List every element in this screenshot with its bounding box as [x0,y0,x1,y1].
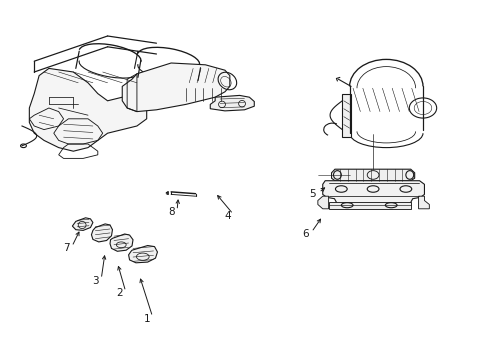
Polygon shape [317,196,328,209]
Text: 8: 8 [167,207,174,217]
Polygon shape [110,234,133,251]
Polygon shape [128,246,157,263]
Polygon shape [331,169,414,181]
Polygon shape [328,202,410,209]
Polygon shape [210,95,254,111]
Text: 5: 5 [309,189,316,199]
Text: 2: 2 [116,288,123,298]
Polygon shape [342,94,350,137]
Polygon shape [29,68,146,151]
Text: 3: 3 [92,276,99,286]
Polygon shape [122,63,229,112]
Text: 7: 7 [62,243,69,253]
Polygon shape [91,224,112,242]
Text: 4: 4 [224,211,230,221]
Text: 6: 6 [302,229,308,239]
Polygon shape [418,196,428,209]
Text: 1: 1 [143,314,150,324]
Polygon shape [72,218,93,230]
Polygon shape [322,181,424,205]
